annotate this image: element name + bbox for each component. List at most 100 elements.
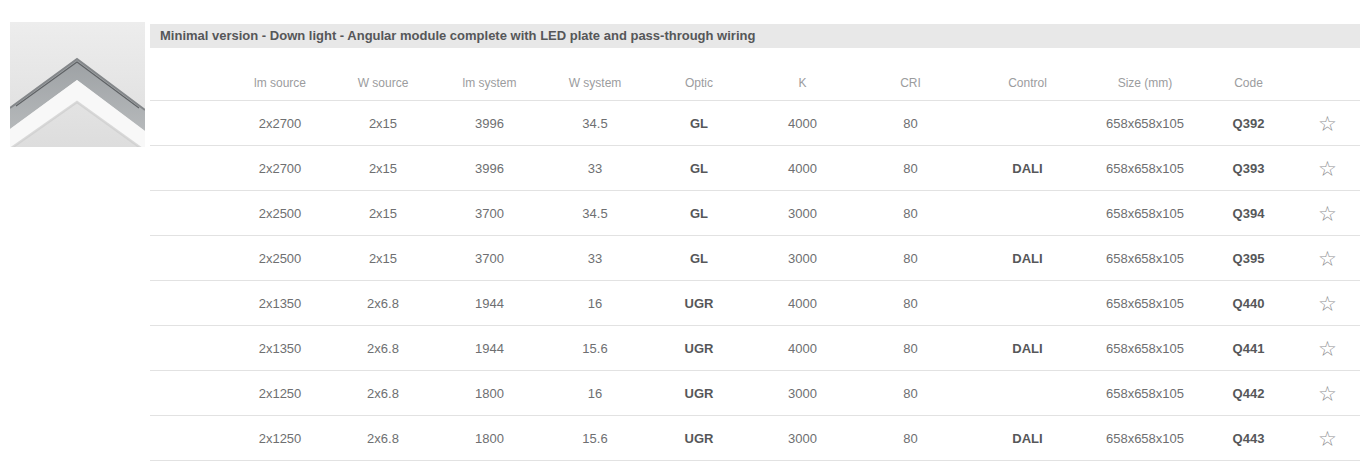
cell-optic: GL — [647, 101, 751, 146]
cell-control: DALI — [967, 416, 1088, 461]
favorite-star-icon[interactable]: ☆ — [1318, 293, 1337, 314]
cell-k: 4000 — [751, 146, 854, 191]
cell-size: 658x658x105 — [1088, 146, 1202, 191]
cell-control — [967, 191, 1088, 236]
favorite-star-icon[interactable]: ☆ — [1318, 158, 1337, 179]
cell-w-system: 16 — [543, 371, 647, 416]
spec-table-section: Minimal version - Down light - Angular m… — [150, 24, 1360, 461]
table-row: 2x1250 2x6.8 1800 15.6 UGR 3000 80 DALI … — [150, 416, 1360, 461]
cell-cri: 80 — [854, 146, 967, 191]
cell-w-source: 2x15 — [330, 236, 436, 281]
col-header-size: Size (mm) — [1088, 48, 1202, 101]
cell-lm-system: 1944 — [436, 281, 543, 326]
cell-w-system: 33 — [543, 146, 647, 191]
cell-lm-source: 2x1350 — [230, 281, 330, 326]
table-row: 2x2500 2x15 3700 33 GL 3000 80 DALI 658x… — [150, 236, 1360, 281]
cell-k: 3000 — [751, 236, 854, 281]
col-header-k: K — [751, 48, 854, 101]
table-row: 2x2700 2x15 3996 33 GL 4000 80 DALI 658x… — [150, 146, 1360, 191]
cell-k: 4000 — [751, 281, 854, 326]
cell-code: Q392 — [1202, 101, 1295, 146]
col-header-lm-system: lm system — [436, 48, 543, 101]
cell-lm-source: 2x1250 — [230, 371, 330, 416]
col-header-w-source: W source — [330, 48, 436, 101]
product-spec-page: Minimal version - Down light - Angular m… — [0, 0, 1370, 463]
cell-size: 658x658x105 — [1088, 191, 1202, 236]
cell-w-source: 2x6.8 — [330, 281, 436, 326]
cell-code: Q442 — [1202, 371, 1295, 416]
table-title: Minimal version - Down light - Angular m… — [160, 28, 755, 43]
cell-optic: UGR — [647, 326, 751, 371]
cell-code: Q440 — [1202, 281, 1295, 326]
cell-lm-system: 3996 — [436, 146, 543, 191]
cell-control: DALI — [967, 146, 1088, 191]
cell-control — [967, 371, 1088, 416]
cell-lm-system: 3700 — [436, 191, 543, 236]
cell-cri: 80 — [854, 101, 967, 146]
table-row: 2x1350 2x6.8 1944 15.6 UGR 4000 80 DALI … — [150, 326, 1360, 371]
cell-lm-source: 2x2700 — [230, 101, 330, 146]
cell-size: 658x658x105 — [1088, 326, 1202, 371]
favorite-star-icon[interactable]: ☆ — [1318, 113, 1337, 134]
favorite-star-icon[interactable]: ☆ — [1318, 383, 1337, 404]
favorite-star-icon[interactable]: ☆ — [1318, 248, 1337, 269]
cell-cri: 80 — [854, 281, 967, 326]
col-header-code: Code — [1202, 48, 1295, 101]
cell-k: 3000 — [751, 191, 854, 236]
cell-cri: 80 — [854, 416, 967, 461]
cell-optic: GL — [647, 236, 751, 281]
cell-code: Q393 — [1202, 146, 1295, 191]
cell-lm-system: 3700 — [436, 236, 543, 281]
cell-w-source: 2x15 — [330, 101, 436, 146]
cell-lm-system: 3996 — [436, 101, 543, 146]
cell-control — [967, 281, 1088, 326]
cell-cri: 80 — [854, 326, 967, 371]
cell-lm-source: 2x2500 — [230, 191, 330, 236]
cell-size: 658x658x105 — [1088, 101, 1202, 146]
cell-optic: UGR — [647, 281, 751, 326]
cell-w-source: 2x15 — [330, 146, 436, 191]
cell-code: Q395 — [1202, 236, 1295, 281]
cell-lm-system: 1944 — [436, 326, 543, 371]
cell-cri: 80 — [854, 191, 967, 236]
cell-lm-source: 2x2500 — [230, 236, 330, 281]
cell-optic: GL — [647, 191, 751, 236]
cell-cri: 80 — [854, 236, 967, 281]
table-row: 2x2700 2x15 3996 34.5 GL 4000 80 658x658… — [150, 101, 1360, 146]
col-header-optic: Optic — [647, 48, 751, 101]
cell-code: Q441 — [1202, 326, 1295, 371]
cell-k: 4000 — [751, 101, 854, 146]
cell-control — [967, 101, 1088, 146]
cell-optic: UGR — [647, 371, 751, 416]
cell-optic: GL — [647, 146, 751, 191]
cell-w-system: 16 — [543, 281, 647, 326]
table-header-row: lm source W source lm system W system Op… — [150, 48, 1360, 101]
favorite-star-icon[interactable]: ☆ — [1318, 428, 1337, 449]
cell-w-source: 2x6.8 — [330, 416, 436, 461]
cell-size: 658x658x105 — [1088, 236, 1202, 281]
spacer-column — [150, 48, 230, 101]
col-header-lm-source: lm source — [230, 48, 330, 101]
cell-lm-source: 2x1250 — [230, 416, 330, 461]
cell-size: 658x658x105 — [1088, 281, 1202, 326]
table-title-bar: Minimal version - Down light - Angular m… — [150, 24, 1360, 48]
cell-lm-source: 2x1350 — [230, 326, 330, 371]
cell-code: Q443 — [1202, 416, 1295, 461]
cell-w-source: 2x6.8 — [330, 326, 436, 371]
favorite-star-icon[interactable]: ☆ — [1318, 338, 1337, 359]
cell-lm-system: 1800 — [436, 371, 543, 416]
cell-w-system: 34.5 — [543, 191, 647, 236]
col-header-cri: CRI — [854, 48, 967, 101]
cell-size: 658x658x105 — [1088, 416, 1202, 461]
cell-cri: 80 — [854, 371, 967, 416]
table-row: 2x1250 2x6.8 1800 16 UGR 3000 80 658x658… — [150, 371, 1360, 416]
cell-control: DALI — [967, 236, 1088, 281]
favorite-star-icon[interactable]: ☆ — [1318, 203, 1337, 224]
cell-w-system: 15.6 — [543, 326, 647, 371]
table-row: 2x1350 2x6.8 1944 16 UGR 4000 80 658x658… — [150, 281, 1360, 326]
table-row: 2x2500 2x15 3700 34.5 GL 3000 80 658x658… — [150, 191, 1360, 236]
angular-module-photo — [10, 22, 145, 147]
spec-table: lm source W source lm system W system Op… — [150, 48, 1360, 461]
cell-control: DALI — [967, 326, 1088, 371]
cell-lm-system: 1800 — [436, 416, 543, 461]
